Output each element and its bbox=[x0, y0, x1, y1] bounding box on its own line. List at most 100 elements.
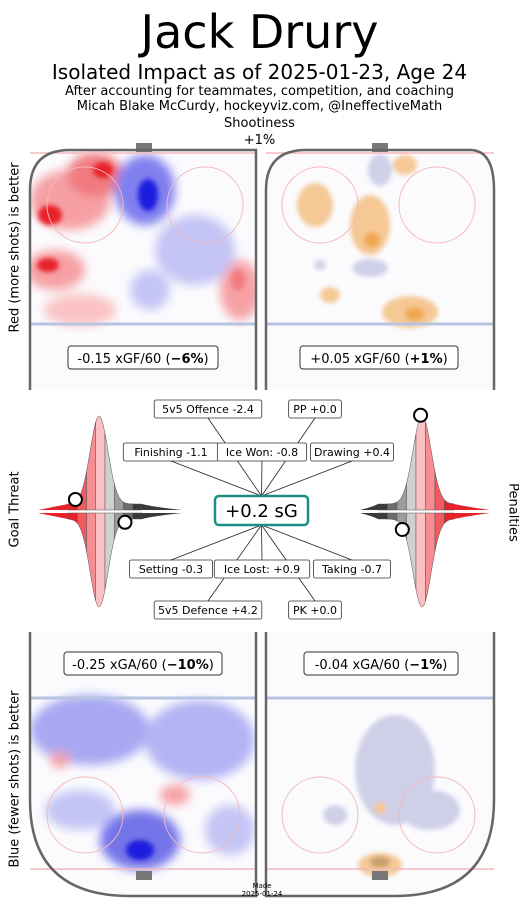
total-sg-value: +0.2 sG bbox=[225, 501, 298, 522]
distribution-tail bbox=[454, 513, 490, 519]
distribution-band bbox=[86, 421, 96, 511]
distribution-band bbox=[86, 512, 96, 602]
made-label: Made 2025-01-24 bbox=[241, 882, 283, 898]
panel-pk-defence-pct: −1% bbox=[409, 658, 442, 673]
component-label-text: Drawing +0.4 bbox=[314, 446, 390, 459]
distribution-band bbox=[377, 512, 388, 520]
component-label: PK +0.0 bbox=[288, 600, 342, 620]
panel-pk-defence-rate: -0.04 xGA/60 bbox=[315, 658, 400, 673]
component-label-box bbox=[288, 399, 342, 419]
component-connectors bbox=[170, 417, 353, 602]
distribution-band bbox=[104, 433, 115, 511]
component-label: PP +0.0 bbox=[288, 399, 342, 419]
blue-better-label: Blue (fewer shots) is better bbox=[7, 690, 23, 868]
penalties-label: Penalties bbox=[505, 483, 519, 542]
component-label-text: PK +0.0 bbox=[293, 604, 337, 617]
component-label-box bbox=[128, 559, 213, 579]
component-label-box bbox=[313, 559, 391, 579]
component-label: Finishing -1.1 bbox=[122, 442, 220, 462]
distribution-band bbox=[387, 501, 398, 511]
svg-text:-0.04 xGA/60 (−1%): -0.04 xGA/60 (−1%) bbox=[315, 658, 448, 673]
svg-text:-0.25 xGA/60 (−10%): -0.25 xGA/60 (−10%) bbox=[72, 658, 214, 673]
distribution-marker bbox=[117, 514, 133, 530]
svg-text:+0.05 xGF/60 (+1%): +0.05 xGF/60 (+1%) bbox=[310, 352, 447, 367]
credit-line-1: After accounting for teammates, competit… bbox=[65, 84, 454, 99]
component-label: Ice Lost: +0.9 bbox=[213, 559, 311, 579]
component-label: Taking -0.7 bbox=[313, 559, 391, 579]
rink-5v5-defence bbox=[28, 632, 258, 898]
shootiness-label: Shootiness bbox=[224, 116, 295, 131]
component-label-box bbox=[213, 559, 311, 579]
distribution-band bbox=[406, 433, 417, 511]
component-label-text: 5v5 Defence +4.2 bbox=[158, 604, 258, 617]
connector-line bbox=[261, 460, 263, 497]
panel-pp-offence-pct: +1% bbox=[410, 352, 443, 367]
connector-line bbox=[261, 524, 353, 561]
component-labels: 5v5 Offence -2.4 PP +0.0 Finishing -1.1 Ice… bbox=[122, 399, 394, 620]
distribution-band bbox=[95, 512, 106, 608]
distribution-band bbox=[425, 421, 436, 511]
distribution-band bbox=[444, 512, 455, 524]
panel-5v5-defence-rate: -0.25 xGA/60 bbox=[72, 658, 157, 673]
distribution-band bbox=[67, 512, 78, 524]
connector-line bbox=[170, 460, 262, 497]
distribution-band bbox=[434, 512, 445, 552]
distribution-plots bbox=[38, 407, 490, 608]
rink-5v5-offence bbox=[28, 143, 258, 390]
distribution-band bbox=[415, 512, 426, 608]
distribution-marker bbox=[413, 407, 429, 423]
panel-pp-offence-rate: +0.05 xGF/60 bbox=[310, 352, 400, 367]
svg-text:-0.15 xGF/60 (−6%): -0.15 xGF/60 (−6%) bbox=[77, 352, 208, 367]
credit-line-2: Micah Blake McCurdy, hockeyviz.com, @Ine… bbox=[76, 99, 443, 114]
distribution-band bbox=[406, 512, 417, 590]
component-label: Drawing +0.4 bbox=[309, 442, 394, 462]
component-label: 5v5 Defence +4.2 bbox=[153, 600, 263, 620]
component-label-text: Setting -0.3 bbox=[139, 563, 203, 576]
distribution-band bbox=[123, 501, 133, 511]
distribution-band bbox=[132, 512, 143, 520]
panel-5v5-offence-rate: -0.15 xGF/60 bbox=[77, 352, 161, 367]
distribution-tail bbox=[142, 513, 182, 519]
player-name: Jack Drury bbox=[140, 5, 379, 59]
red-better-label: Red (more shots) is better bbox=[7, 162, 23, 333]
component-label-box bbox=[216, 442, 308, 462]
panel-label-5v5-offence: -0.15 xGF/60 (−6%) bbox=[67, 345, 219, 370]
component-label: Ice Won: -0.8 bbox=[216, 442, 308, 462]
total-sg-box: +0.2 sG bbox=[213, 494, 310, 527]
panel-label-5v5-defence: -0.25 xGA/60 (−10%) bbox=[63, 651, 223, 676]
panel-5v5-offence-pct: −6% bbox=[171, 352, 204, 367]
component-label-text: Taking -0.7 bbox=[321, 563, 382, 576]
component-label-text: Ice Lost: +0.9 bbox=[224, 563, 300, 576]
distribution-band bbox=[415, 415, 426, 511]
panel-label-pp-offence: +0.05 xGF/60 (+1%) bbox=[299, 345, 459, 370]
component-label-text: PP +0.0 bbox=[293, 403, 336, 416]
connector-line bbox=[261, 524, 263, 561]
distribution-tail bbox=[142, 504, 182, 510]
distribution-tail bbox=[454, 504, 490, 510]
distribution-band bbox=[444, 499, 455, 511]
distribution-tail bbox=[360, 513, 378, 519]
component-label: Setting -0.3 bbox=[128, 559, 213, 579]
panel-5v5-defence-pct: −10% bbox=[167, 658, 209, 673]
component-label-text: 5v5 Offence -2.4 bbox=[162, 403, 254, 416]
component-label: 5v5 Offence -2.4 bbox=[153, 399, 263, 419]
distribution-band bbox=[114, 483, 124, 511]
component-label-box bbox=[153, 399, 263, 419]
connector-line bbox=[170, 524, 262, 561]
distribution-marker bbox=[394, 521, 410, 537]
component-label-box bbox=[309, 442, 394, 462]
component-label-box bbox=[153, 600, 263, 620]
distribution-band bbox=[132, 503, 143, 511]
chart-subtitle: Isolated Impact as of 2025-01-23, Age 24 bbox=[51, 60, 468, 84]
shootiness-value: +1% bbox=[243, 133, 276, 148]
distribution-band bbox=[425, 512, 436, 602]
goal-threat-label: Goal Threat bbox=[7, 471, 23, 548]
component-label-box bbox=[288, 600, 342, 620]
distribution-band bbox=[95, 415, 106, 511]
distribution-band bbox=[104, 512, 115, 590]
rink-pp-offence bbox=[264, 143, 496, 390]
distribution-band bbox=[396, 483, 407, 511]
distribution-marker bbox=[67, 491, 83, 507]
distribution-tail bbox=[38, 504, 68, 510]
distribution-band bbox=[387, 512, 398, 522]
